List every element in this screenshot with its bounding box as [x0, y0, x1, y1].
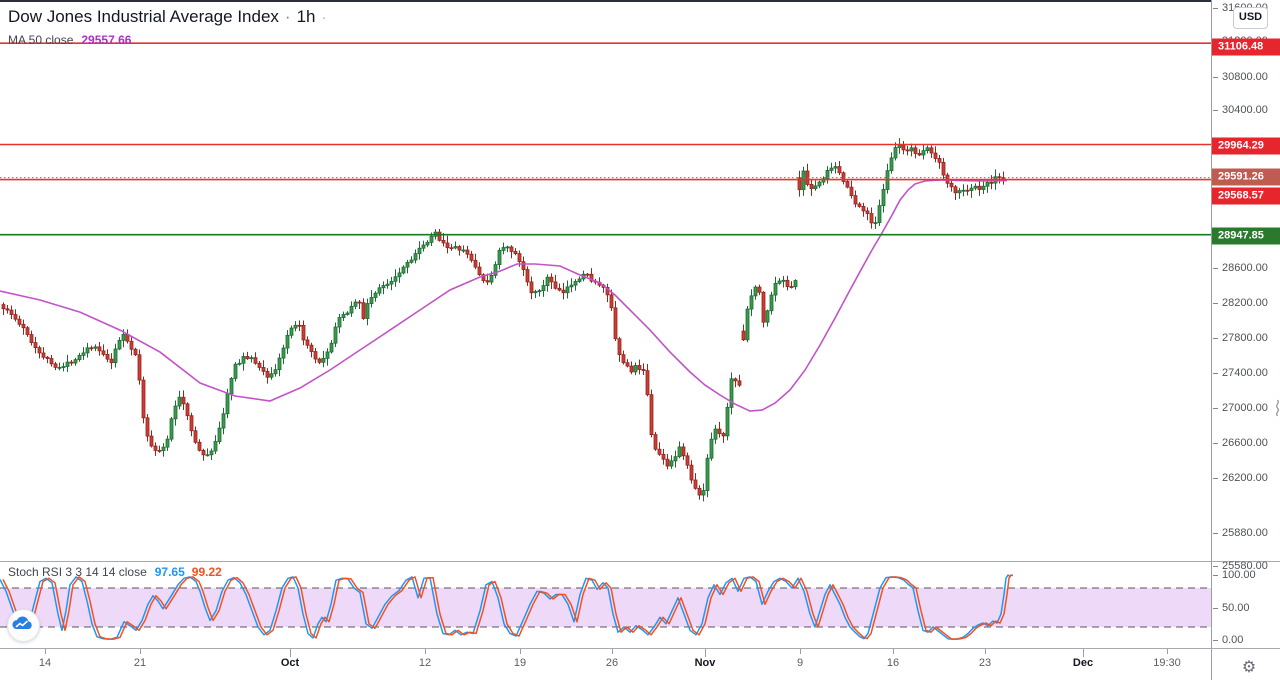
ma-legend[interactable]: MA 50 close 29557.66 [8, 33, 131, 49]
legend-separator: · [284, 7, 291, 26]
tick-mark [1213, 575, 1218, 576]
time-tick-mark [1083, 649, 1084, 657]
price-level-badge: 28947.85 [1212, 227, 1280, 245]
time-tick-mark [520, 649, 521, 654]
time-tick-mark [893, 649, 894, 654]
price-tick-label: 26200.00 [1213, 472, 1268, 484]
time-tick-mark [290, 649, 291, 657]
time-tick-mark [985, 649, 986, 654]
price-tick-label: 30400.00 [1213, 104, 1268, 116]
time-tick-label: 23 [978, 657, 992, 669]
tick-mark [1213, 8, 1218, 9]
window-top-edge [0, 0, 1212, 2]
price-tick-label: 27400.00 [1213, 367, 1268, 379]
legend-trailing-dot: · [321, 9, 327, 26]
time-tick-mark [705, 649, 706, 657]
price-tick-label: 50.00 [1213, 602, 1250, 614]
stoch-k-value: 97.65 [154, 565, 185, 579]
stoch-label: Stoch RSI 3 3 14 14 close [8, 565, 147, 579]
time-axis[interactable]: 14 21 Oct 12 19 26 Nov 9 16 23 Dec 19:30 [0, 649, 1211, 680]
price-level-badge: 29568.57 [1212, 187, 1280, 205]
time-tick-label: Oct [280, 657, 300, 669]
stoch-d-value: 99.22 [191, 565, 222, 579]
stoch-k-line[interactable] [0, 574, 1011, 641]
time-tick-label: 19:30 [1153, 657, 1181, 669]
time-tick-mark [1167, 649, 1168, 654]
tick-mark [1213, 373, 1218, 374]
tick-mark [1213, 338, 1218, 339]
ma-label: MA 50 close [8, 33, 74, 47]
price-tick-label: 100.00 [1213, 569, 1256, 581]
time-tick-label: 21 [133, 657, 147, 669]
stoch-d-line[interactable] [2, 574, 1014, 641]
cloud-chart-logo-icon [12, 616, 32, 629]
pane-separator[interactable] [0, 561, 1280, 562]
price-tick-label: 26600.00 [1213, 437, 1268, 449]
tick-mark [1213, 640, 1218, 641]
tradingview-logo-button[interactable] [7, 609, 40, 642]
price-tick-label: 0.00 [1213, 634, 1243, 646]
candlestick-chart [0, 42, 1211, 502]
time-tick-label: 14 [38, 657, 52, 669]
price-tick-label: 27000.00 [1213, 402, 1268, 414]
tick-mark [1213, 268, 1218, 269]
tick-mark [1213, 303, 1218, 304]
price-tick-label: 30800.00 [1213, 71, 1268, 83]
candles [1, 138, 1006, 502]
stoch-legend[interactable]: Stoch RSI 3 3 14 14 close 97.65 99.22 [8, 565, 222, 580]
tick-mark [1213, 533, 1218, 534]
price-axis[interactable]: USD 31600.0031200.0030800.0030400.002860… [1211, 0, 1280, 648]
time-tick-mark [612, 649, 613, 654]
price-level-badge: 29591.26 [1212, 168, 1280, 186]
price-level-badge: 31106.48 [1212, 38, 1280, 56]
tick-mark [1213, 608, 1218, 609]
interval-label: 1h [296, 7, 316, 26]
stoch-rsi-plot [0, 574, 1211, 641]
ma50-line[interactable] [0, 179, 1008, 412]
time-tick-label: 26 [605, 657, 619, 669]
time-tick-label: Dec [1072, 657, 1094, 669]
tick-mark [1213, 77, 1218, 78]
time-tick-label: Nov [694, 657, 716, 669]
price-chart-pane[interactable] [0, 0, 1212, 560]
time-axis-settings-gear-icon[interactable]: ⚙ [1241, 659, 1257, 676]
tick-mark [1213, 110, 1218, 111]
time-tick-label: 16 [886, 657, 900, 669]
axis-corner-separator [1211, 649, 1212, 680]
tick-mark [1213, 566, 1218, 567]
time-tick-mark [800, 649, 801, 654]
tick-mark [1213, 478, 1218, 479]
axis-scroll-squiggle-icon [1273, 399, 1280, 419]
price-tick-label: 27800.00 [1213, 332, 1268, 344]
symbol-legend[interactable]: Dow Jones Industrial Average Index · 1h · [8, 7, 327, 29]
time-tick-label: 9 [796, 657, 804, 669]
time-tick-label: 19 [513, 657, 527, 669]
ma-value: 29557.66 [81, 33, 132, 47]
price-tick-label: 28200.00 [1213, 297, 1268, 309]
symbol-title: Dow Jones Industrial Average Index [8, 7, 279, 26]
time-tick-mark [140, 649, 141, 654]
time-tick-mark [425, 649, 426, 654]
time-axis-separator [0, 648, 1280, 649]
currency-button[interactable]: USD [1233, 7, 1268, 29]
stoch-band [0, 588, 1211, 627]
price-tick-label: 25880.00 [1213, 527, 1268, 539]
time-tick-label: 12 [418, 657, 432, 669]
price-level-badge: 29964.29 [1212, 137, 1280, 155]
tick-mark [1213, 443, 1218, 444]
price-tick-label: 25580.00 [1213, 560, 1268, 572]
stoch-rsi-pane[interactable] [0, 562, 1212, 648]
time-tick-mark [45, 649, 46, 654]
price-tick-label: 28600.00 [1213, 262, 1268, 274]
tick-mark [1213, 408, 1218, 409]
